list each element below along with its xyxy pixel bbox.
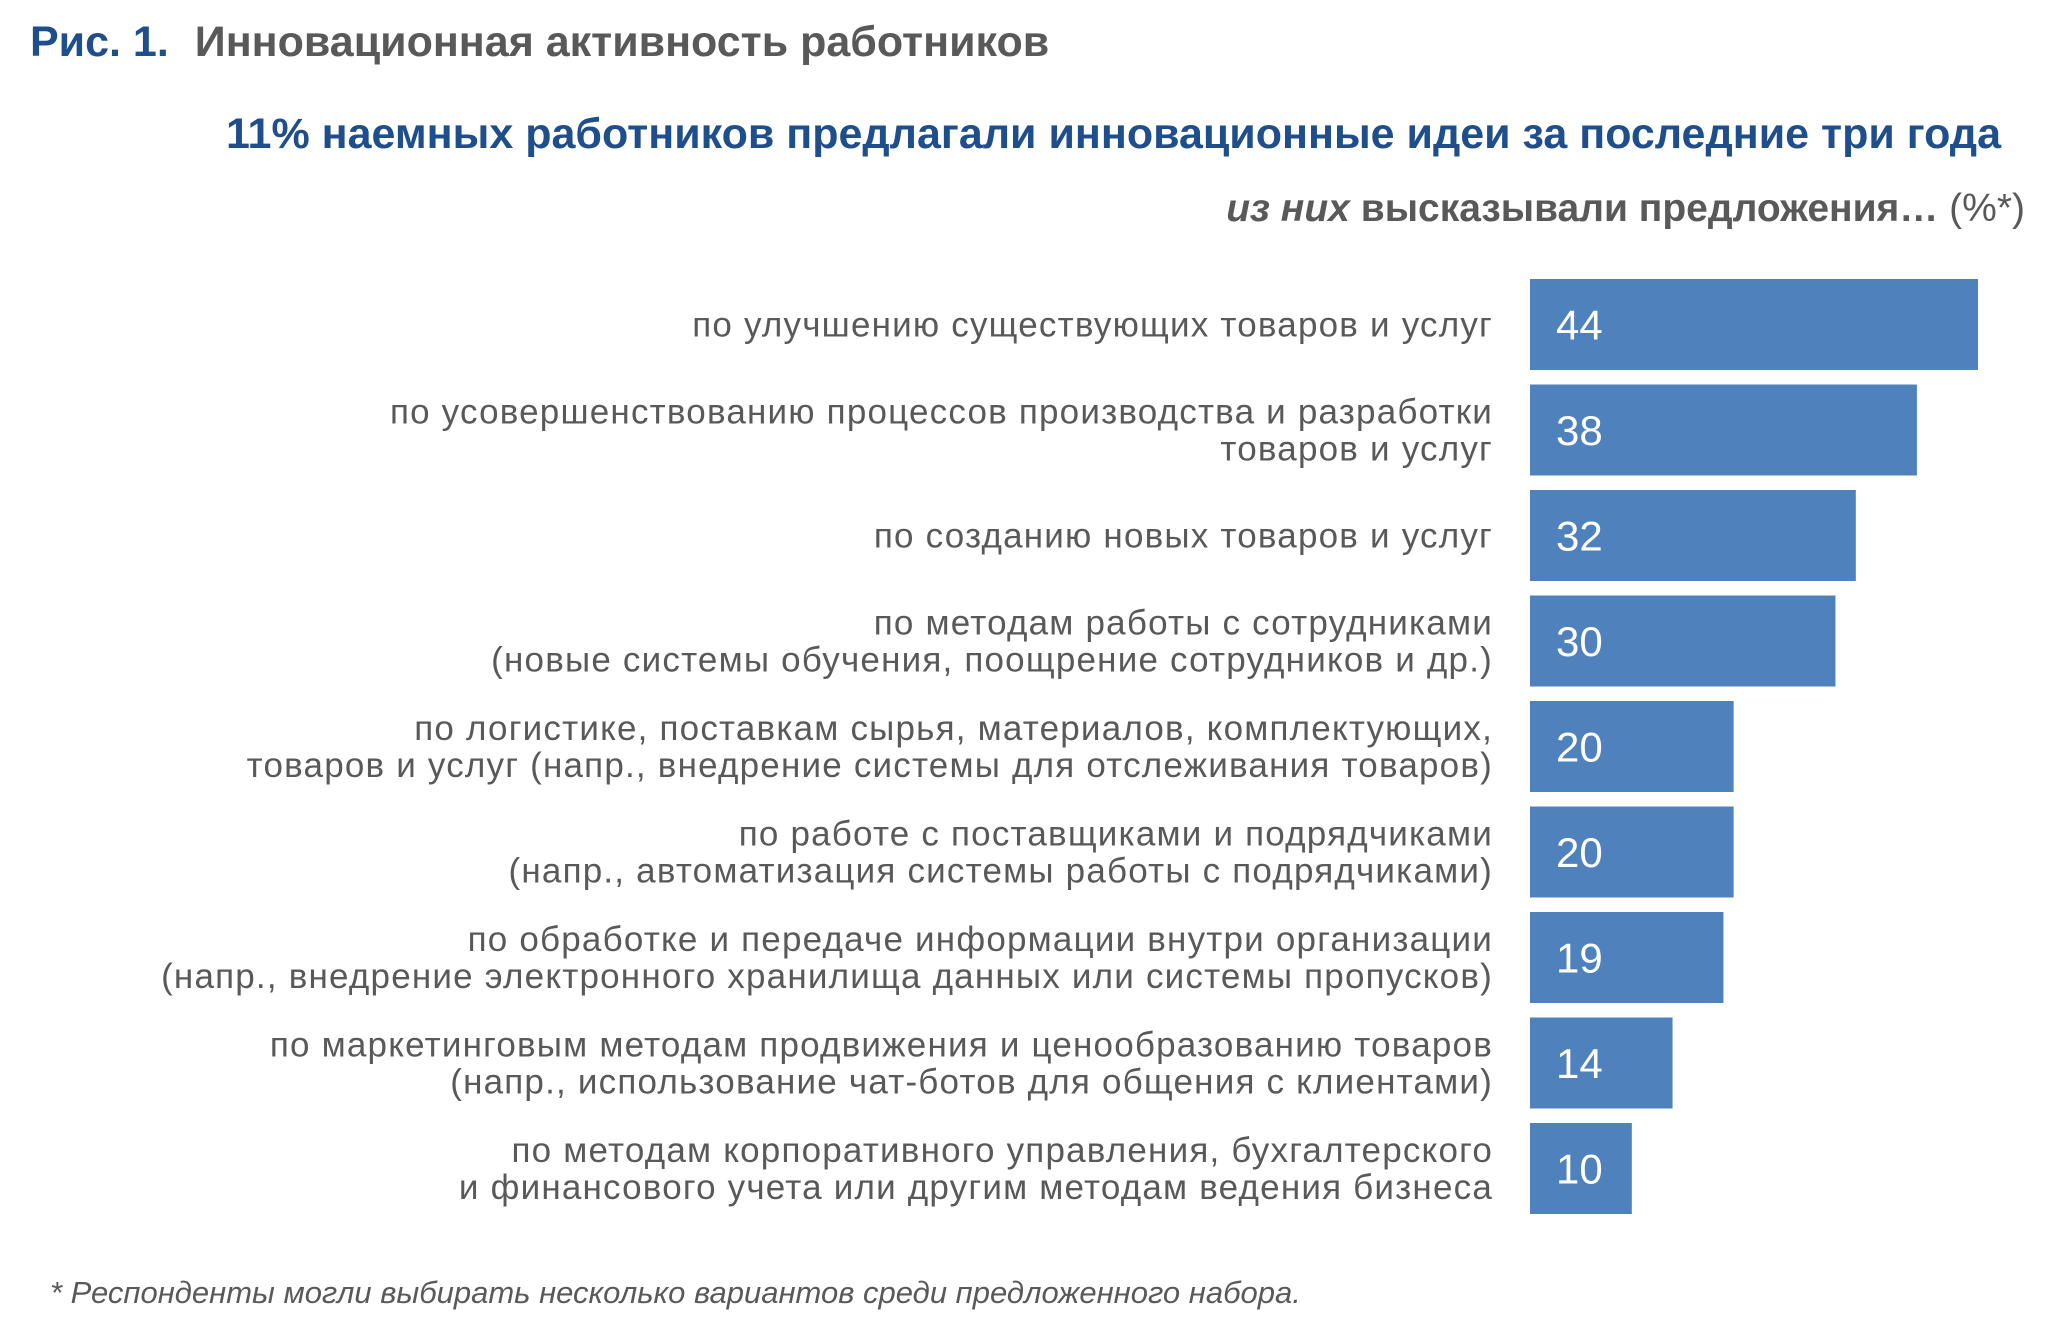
chart-sub-subtitle: из них высказывали предложения… (%*) [1226, 187, 2025, 231]
sub-subtitle-bold: высказывали предложения… [1360, 187, 1939, 230]
category-label: по улучшению существующих товаров и услу… [692, 306, 1493, 345]
category-label-line: товаров и услуг [1220, 430, 1493, 469]
bar-6 [1530, 806, 1734, 898]
bar-4 [1530, 595, 1836, 687]
category-label-line: по работе с поставщиками и подрядчиками [739, 815, 1493, 854]
category-label-line: по логистике, поставкам сырья, материало… [414, 709, 1493, 748]
bar-value-label: 38 [1556, 407, 1603, 454]
category-label-line: товаров и услуг (напр., внедрение систем… [247, 746, 1493, 785]
category-label-line: (новые системы обучения, поощрение сотру… [491, 641, 1493, 680]
footnote: * Респонденты могли выбирать несколько в… [50, 1275, 1301, 1310]
bar-value-label: 10 [1556, 1146, 1603, 1193]
bar-value-label: 20 [1556, 829, 1603, 876]
category-label: по работе с поставщиками и подрядчиками(… [509, 815, 1493, 891]
category-label-line: по улучшению существующих товаров и услу… [692, 306, 1493, 345]
category-label: по созданию новых товаров и услуг [874, 517, 1493, 556]
bar-value-label: 20 [1556, 724, 1603, 771]
category-label-line: (напр., внедрение электронного хранилища… [161, 957, 1493, 996]
category-label-line: по обработке и передаче информации внутр… [468, 920, 1493, 959]
bar-1 [1530, 279, 1978, 370]
bar-2 [1530, 384, 1917, 476]
bar-9 [1530, 1123, 1632, 1214]
bar-8 [1530, 1017, 1673, 1109]
category-label-line: (напр., использование чат-ботов для обще… [450, 1063, 1493, 1102]
bar-chart: 44 по улучшению существующих товаров и ус… [161, 279, 1978, 1214]
bar-value-label: 32 [1556, 513, 1603, 560]
bar-5 [1530, 701, 1734, 792]
category-label: по методам корпоративного управления, бу… [459, 1131, 1493, 1207]
sub-subtitle-italic: из них [1226, 187, 1350, 230]
category-label-line: по созданию новых товаров и услуг [874, 517, 1493, 556]
bar-value-label: 19 [1556, 935, 1603, 982]
bar-value-label: 44 [1556, 302, 1603, 349]
category-label-line: по маркетинговым методам продвижения и ц… [270, 1026, 1493, 1065]
category-label-line: по методам работы с сотрудниками [874, 604, 1493, 643]
category-label: по маркетинговым методам продвижения и ц… [270, 1026, 1493, 1102]
bar-value-label: 30 [1556, 618, 1603, 665]
category-label-line: по методам корпоративного управления, бу… [512, 1131, 1494, 1170]
figure-title: Рис. 1. Инновационная активность работник… [30, 18, 1049, 67]
bar-7 [1530, 912, 1724, 1003]
category-label: по усовершенствованию процессов производ… [390, 393, 1493, 469]
figure-title-text: Инновационная активность работников [194, 18, 1050, 66]
bar-3 [1530, 490, 1856, 581]
category-label: по обработке и передаче информации внутр… [161, 920, 1493, 996]
bar-value-label: 14 [1556, 1040, 1603, 1087]
category-label: по методам работы с сотрудниками (новые с… [491, 604, 1493, 680]
chart-subtitle: 11% наемных работников предлагали иннова… [226, 110, 2001, 158]
category-label-line: по усовершенствованию процессов производ… [390, 393, 1493, 432]
category-label-line: и финансового учета или другим методам в… [459, 1168, 1493, 1207]
figure-number: Рис. 1. [30, 18, 169, 66]
category-label: по логистике, поставкам сырья, материало… [247, 709, 1493, 785]
category-label-line: (напр., автоматизация системы работы с п… [509, 852, 1493, 891]
sub-subtitle-unit: (%*) [1949, 187, 2025, 230]
